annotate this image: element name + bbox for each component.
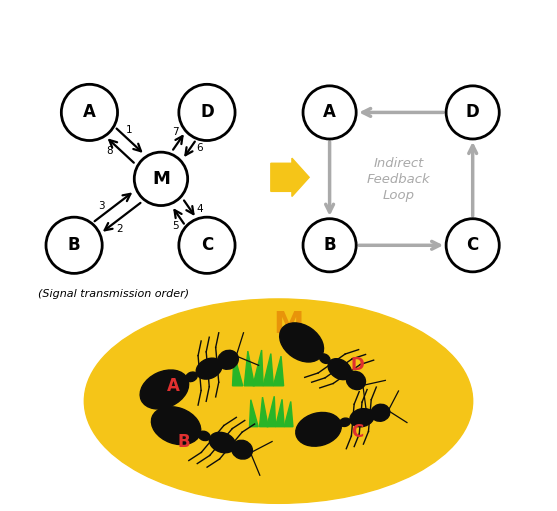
- Ellipse shape: [280, 323, 324, 362]
- Polygon shape: [273, 356, 284, 386]
- Circle shape: [303, 86, 356, 139]
- Text: C: C: [201, 236, 213, 254]
- Text: D: D: [351, 356, 365, 375]
- Polygon shape: [260, 397, 268, 427]
- Polygon shape: [284, 402, 293, 427]
- Circle shape: [179, 84, 235, 141]
- Polygon shape: [271, 158, 309, 196]
- Ellipse shape: [296, 412, 341, 446]
- Text: 8: 8: [106, 146, 113, 156]
- Ellipse shape: [232, 440, 252, 459]
- Text: Indirect
Feedback
Loop: Indirect Feedback Loop: [367, 157, 431, 202]
- Text: C: C: [351, 423, 364, 441]
- Polygon shape: [263, 354, 273, 386]
- Circle shape: [179, 217, 235, 273]
- Ellipse shape: [320, 354, 330, 363]
- Ellipse shape: [140, 370, 189, 409]
- Ellipse shape: [209, 432, 236, 453]
- Polygon shape: [267, 397, 276, 427]
- Text: A: A: [83, 103, 96, 122]
- Text: 1: 1: [126, 125, 133, 135]
- Polygon shape: [250, 400, 258, 427]
- Text: M: M: [273, 310, 304, 339]
- Text: A: A: [167, 377, 180, 395]
- Text: 4: 4: [196, 204, 203, 214]
- Polygon shape: [253, 350, 263, 386]
- Text: B: B: [178, 433, 190, 451]
- Ellipse shape: [350, 409, 374, 427]
- Ellipse shape: [339, 418, 350, 427]
- Ellipse shape: [152, 407, 201, 445]
- Text: A: A: [323, 103, 336, 122]
- Circle shape: [303, 219, 356, 272]
- Text: 3: 3: [99, 201, 105, 211]
- Polygon shape: [232, 354, 243, 386]
- Ellipse shape: [198, 431, 210, 440]
- Circle shape: [61, 84, 118, 141]
- Circle shape: [46, 217, 102, 273]
- Ellipse shape: [218, 351, 238, 369]
- Ellipse shape: [371, 404, 390, 421]
- Text: 7: 7: [173, 127, 179, 137]
- Text: B: B: [323, 236, 336, 254]
- Polygon shape: [276, 399, 284, 427]
- Text: 6: 6: [196, 144, 203, 153]
- Text: B: B: [68, 236, 80, 254]
- Ellipse shape: [185, 372, 197, 382]
- Ellipse shape: [196, 358, 222, 379]
- Ellipse shape: [328, 359, 351, 380]
- Text: D: D: [200, 103, 214, 122]
- Text: 5: 5: [173, 221, 179, 230]
- Text: M: M: [152, 170, 170, 188]
- Circle shape: [134, 152, 188, 205]
- Text: (Signal transmission order): (Signal transmission order): [38, 289, 189, 299]
- Text: 2: 2: [116, 224, 123, 234]
- Circle shape: [446, 219, 499, 272]
- Ellipse shape: [84, 299, 473, 503]
- Text: D: D: [466, 103, 480, 122]
- Polygon shape: [245, 351, 255, 386]
- Circle shape: [446, 86, 499, 139]
- Ellipse shape: [346, 371, 365, 389]
- Text: C: C: [467, 236, 479, 254]
